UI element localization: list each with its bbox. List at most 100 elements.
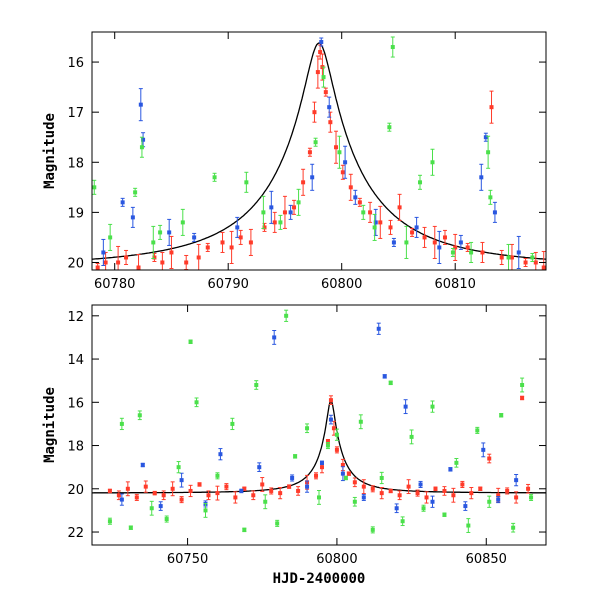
bottom-data-point bbox=[346, 471, 351, 476]
top-data-point bbox=[167, 218, 172, 246]
top-x-tick-label: 60780 bbox=[94, 277, 135, 292]
top-data-point bbox=[120, 197, 125, 207]
bottom-data-point bbox=[526, 483, 531, 494]
bottom-y-tick-label: 22 bbox=[67, 526, 84, 541]
bottom-data-point bbox=[134, 493, 139, 501]
top-data-point bbox=[397, 193, 402, 221]
bottom-data-point bbox=[194, 397, 199, 408]
bottom-data-point bbox=[379, 471, 384, 485]
bottom-data-point bbox=[352, 477, 357, 488]
top-data-point bbox=[479, 163, 484, 191]
bottom-data-point bbox=[463, 501, 468, 511]
bottom-data-point bbox=[269, 487, 274, 495]
bottom-data-point bbox=[158, 501, 163, 511]
bottom-data-point bbox=[188, 484, 193, 498]
bottom-data-point bbox=[481, 442, 486, 458]
bottom-data-point bbox=[496, 496, 501, 504]
bottom-data-point bbox=[397, 490, 402, 501]
top-data-point bbox=[516, 235, 521, 269]
bottom-data-point bbox=[340, 466, 345, 482]
top-data-point bbox=[184, 254, 189, 270]
bottom-data-point bbox=[334, 446, 339, 454]
top-data-point bbox=[272, 211, 277, 233]
bottom-data-point bbox=[284, 309, 289, 322]
top-y-tick-label: 17 bbox=[67, 106, 84, 121]
bottom-data-point bbox=[343, 475, 348, 481]
top-data-point bbox=[92, 179, 97, 195]
bottom-data-point bbox=[388, 488, 393, 494]
top-data-point bbox=[318, 44, 323, 60]
bottom-data-point bbox=[119, 417, 124, 431]
top-data-point bbox=[414, 216, 419, 238]
bottom-data-point bbox=[242, 527, 247, 533]
bottom-data-point bbox=[328, 395, 333, 405]
bottom-data-point bbox=[328, 414, 333, 425]
top-data-point bbox=[469, 241, 474, 263]
top-data-point bbox=[192, 232, 197, 242]
bottom-data-point bbox=[433, 486, 438, 492]
top-data-point bbox=[138, 88, 143, 122]
bottom-data-point bbox=[206, 490, 211, 501]
top-data-point bbox=[124, 249, 129, 265]
bottom-data-point bbox=[505, 487, 510, 495]
top-data-point bbox=[492, 201, 497, 223]
bottom-data-point bbox=[520, 395, 525, 401]
bottom-data-point bbox=[263, 494, 268, 510]
top-data-point bbox=[523, 257, 528, 267]
bottom-data-point bbox=[514, 491, 519, 504]
bottom-y-tick-label: 12 bbox=[67, 310, 84, 325]
top-y-tick-label: 16 bbox=[67, 56, 84, 71]
bottom-data-point bbox=[143, 480, 148, 493]
top-data-point bbox=[361, 204, 366, 220]
top-panel-axes: 60780 60790 60800 60810 16 17 18 19 20 bbox=[67, 32, 546, 292]
top-data-point bbox=[499, 249, 504, 265]
bottom-y-tick-label: 14 bbox=[67, 353, 84, 368]
bottom-data-point bbox=[251, 490, 256, 501]
top-data-point bbox=[313, 137, 318, 147]
bottom-data-point bbox=[230, 417, 235, 431]
top-data-point bbox=[337, 135, 342, 169]
bottom-data-point bbox=[161, 490, 166, 501]
bottom-y-tick-label: 20 bbox=[67, 483, 84, 498]
top-data-point bbox=[288, 204, 293, 220]
top-x-tick-label: 60790 bbox=[208, 277, 249, 292]
bottom-data-point bbox=[442, 512, 447, 517]
top-data-point bbox=[229, 230, 234, 264]
top-data-point bbox=[391, 237, 396, 247]
bottom-data-point bbox=[107, 488, 112, 494]
top-data-point bbox=[103, 251, 108, 270]
top-data-point bbox=[453, 233, 458, 261]
top-data-point bbox=[390, 36, 395, 58]
top-data-point bbox=[205, 242, 210, 252]
top-data-point bbox=[404, 225, 409, 259]
bottom-data-point bbox=[448, 467, 453, 472]
bottom-data-point bbox=[293, 454, 298, 459]
top-data-point bbox=[343, 145, 348, 179]
top-data-point bbox=[465, 242, 470, 252]
top-data-point bbox=[312, 101, 317, 123]
top-data-point bbox=[334, 130, 339, 164]
top-x-tick-label: 60800 bbox=[321, 277, 362, 292]
top-y-tick-label: 18 bbox=[67, 156, 84, 171]
bottom-data-point bbox=[179, 472, 184, 488]
bottom-data-point bbox=[290, 474, 295, 482]
bottom-data-point bbox=[379, 486, 384, 500]
bottom-data-point bbox=[125, 481, 130, 497]
bottom-panel-marks bbox=[92, 309, 546, 534]
top-data-point bbox=[95, 262, 100, 270]
bottom-data-point bbox=[415, 489, 420, 497]
top-data-point bbox=[196, 243, 201, 270]
top-data-point bbox=[130, 206, 135, 228]
bottom-data-point bbox=[218, 448, 223, 461]
bottom-panel-frame bbox=[91, 304, 547, 546]
top-data-point bbox=[292, 199, 297, 215]
top-data-point bbox=[327, 96, 332, 118]
top-data-point bbox=[235, 216, 240, 238]
bottom-data-point bbox=[382, 374, 387, 379]
top-data-point bbox=[269, 190, 274, 224]
top-data-point bbox=[450, 247, 455, 257]
top-data-point bbox=[301, 168, 306, 196]
bottom-data-point bbox=[164, 515, 169, 523]
bottom-data-point bbox=[352, 496, 357, 507]
